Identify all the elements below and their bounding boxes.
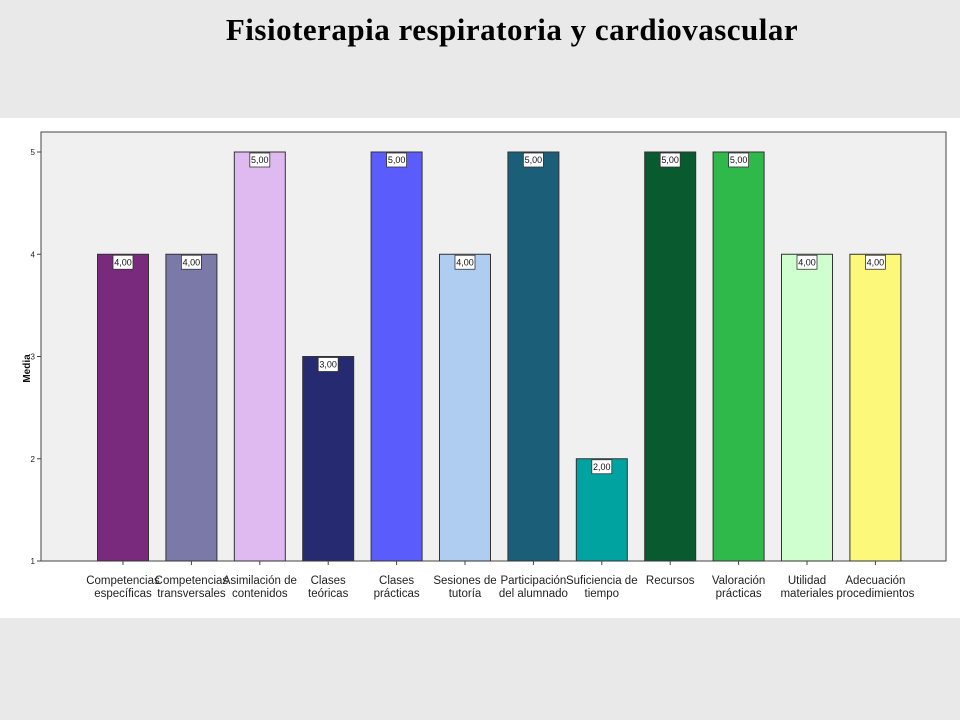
value-label: 4,00 (867, 257, 885, 267)
bar (712, 151, 765, 562)
value-label-box (796, 254, 818, 270)
x-tick-label: específicas (94, 588, 152, 600)
x-tick-label: tiempo (585, 588, 620, 600)
value-label: 5,00 (730, 155, 748, 165)
value-label-box (728, 152, 749, 168)
x-tick-label: Competencias (86, 575, 160, 587)
x-tick-label: Valoración (712, 575, 766, 587)
y-tick-label: 2 (31, 455, 36, 464)
value-label: 4,00 (183, 257, 201, 267)
bar (370, 151, 423, 562)
y-axis-label: Media (22, 354, 33, 383)
bar (97, 253, 149, 562)
y-tick-label: 1 (31, 557, 36, 566)
bar (439, 253, 491, 562)
y-tick-label: 3 (31, 353, 36, 362)
value-label: 4,00 (798, 257, 816, 267)
x-tick-label: Recursos (646, 575, 695, 587)
value-label-box (523, 152, 544, 168)
value-label-box (112, 254, 134, 270)
x-tick-label: materiales (780, 588, 833, 600)
value-label-box (454, 254, 476, 270)
value-label-box (865, 254, 886, 270)
bar (302, 356, 355, 562)
x-tick-label: prácticas (374, 588, 420, 600)
bar (781, 253, 833, 562)
value-label: 5,00 (525, 155, 543, 165)
value-label-box (386, 152, 408, 168)
x-tick-label: Participación (500, 575, 566, 587)
value-label-box (659, 152, 681, 168)
x-tick-label: contenidos (232, 588, 288, 600)
x-tick-label: del alumnado (499, 588, 568, 600)
x-tick-label: Clases (379, 575, 414, 587)
value-label: 5,00 (661, 155, 679, 165)
x-tick-label: transversales (157, 588, 226, 600)
x-tick-label: Utilidad (788, 575, 826, 587)
x-tick-label: Sesiones de (433, 575, 496, 587)
bar (849, 253, 902, 562)
value-label-box (180, 254, 202, 270)
value-label-box (249, 152, 271, 168)
x-tick-label: Competencias (155, 575, 229, 587)
value-label: 5,00 (251, 155, 269, 165)
x-tick-label: Suficiencia de (566, 575, 638, 587)
y-tick-label: 4 (31, 250, 36, 259)
x-tick-label: prácticas (716, 588, 762, 600)
x-tick-label: tutoría (449, 588, 482, 600)
value-label: 4,00 (114, 257, 132, 267)
y-tick-label: 5 (31, 148, 36, 157)
slide-title: Fisioterapia respiratoria y cardiovascul… (225, 12, 799, 47)
x-tick-label: procedimientos (836, 588, 914, 600)
x-tick-label: Clases (311, 575, 346, 587)
x-tick-label: Asimilación de (223, 575, 297, 587)
bar (507, 151, 560, 562)
chart-panel: 1 2 3 4 5 Media 4,00 Competencias específicas 4,0… (0, 118, 960, 618)
value-label-box (317, 357, 339, 372)
bar (165, 253, 218, 562)
value-label: 2,00 (593, 462, 611, 472)
bar (644, 151, 697, 562)
value-label: 3,00 (319, 360, 337, 370)
bar (233, 151, 286, 562)
bar (575, 458, 628, 562)
x-tick-label: Adecuación (845, 575, 905, 587)
value-label: 5,00 (388, 155, 406, 165)
value-label: 4,00 (456, 257, 474, 267)
value-label-box (591, 459, 613, 475)
x-tick-label: teóricas (308, 588, 349, 600)
